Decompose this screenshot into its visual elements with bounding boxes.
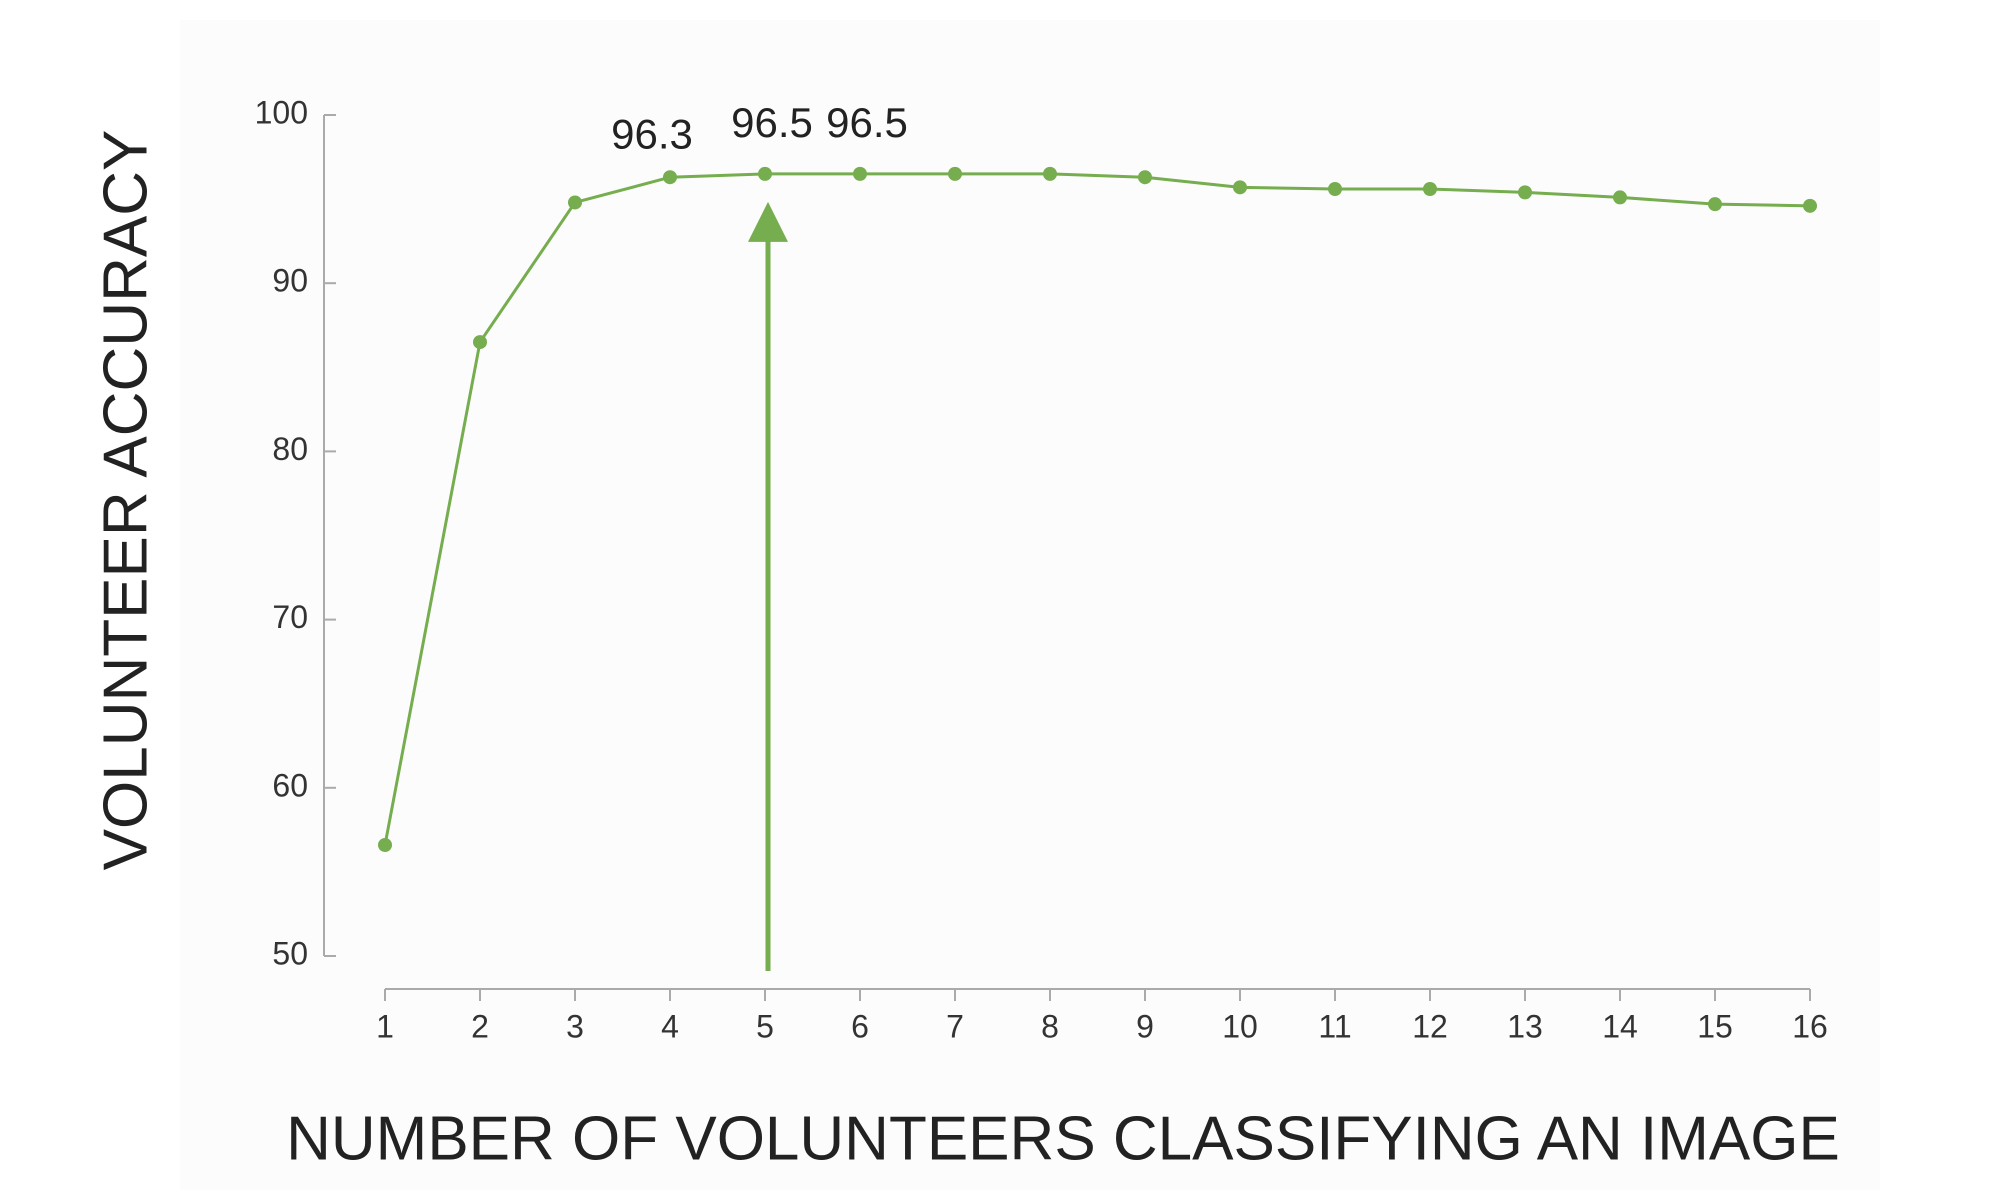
x-tick-label: 6 bbox=[851, 1008, 869, 1044]
data-line bbox=[383, 172, 1811, 846]
x-tick-label: 16 bbox=[1792, 1008, 1828, 1044]
data-point bbox=[853, 166, 867, 181]
data-point bbox=[663, 170, 677, 185]
data-point bbox=[1043, 166, 1057, 181]
x-tick-label: 15 bbox=[1697, 1008, 1733, 1044]
data-point bbox=[1803, 198, 1817, 213]
value-label: 96.5 bbox=[731, 99, 813, 146]
data-point bbox=[1138, 170, 1152, 185]
value-label: 96.5 bbox=[826, 99, 908, 146]
data-point bbox=[758, 166, 772, 181]
x-tick-label: 14 bbox=[1602, 1008, 1638, 1044]
arrow-head bbox=[748, 201, 788, 242]
x-tick-label: 1 bbox=[376, 1008, 394, 1044]
data-point bbox=[1613, 190, 1627, 205]
plot-background bbox=[180, 20, 1880, 1190]
data-point bbox=[473, 335, 487, 350]
x-tick-label: 10 bbox=[1222, 1008, 1258, 1044]
y-tick-label: 100 bbox=[255, 94, 308, 130]
x-tick-label: 3 bbox=[566, 1008, 584, 1044]
y-tick-label: 90 bbox=[272, 263, 308, 299]
x-tick-label: 13 bbox=[1507, 1008, 1543, 1044]
x-tick-label: 5 bbox=[756, 1008, 774, 1044]
data-point bbox=[948, 166, 962, 181]
x-tick-label: 8 bbox=[1041, 1008, 1059, 1044]
value-label: 96.3 bbox=[611, 110, 693, 157]
x-tick-label: 11 bbox=[1318, 1008, 1351, 1044]
x-tick-label: 9 bbox=[1136, 1008, 1154, 1044]
data-point bbox=[568, 195, 582, 210]
data-point bbox=[378, 837, 392, 852]
x-tick-label: 2 bbox=[471, 1008, 489, 1044]
y-tick-label: 60 bbox=[272, 767, 308, 803]
x-tick-label: 4 bbox=[661, 1008, 679, 1044]
data-point bbox=[1233, 180, 1247, 195]
x-tick-label: 12 bbox=[1412, 1008, 1448, 1044]
data-point bbox=[1708, 197, 1722, 212]
data-point bbox=[1328, 182, 1342, 197]
y-tick-label: 70 bbox=[272, 599, 308, 635]
x-tick-label: 7 bbox=[946, 1008, 964, 1044]
data-point bbox=[1518, 185, 1532, 200]
x-axis-title: NUMBER OF VOLUNTEERS CLASSIFYING AN IMAG… bbox=[286, 1104, 1840, 1173]
y-tick-label: 80 bbox=[272, 431, 308, 467]
y-axis-title: VOLUNTEER ACCURACY bbox=[91, 130, 160, 871]
y-tick-label: 50 bbox=[272, 935, 308, 971]
data-point bbox=[1423, 182, 1437, 197]
